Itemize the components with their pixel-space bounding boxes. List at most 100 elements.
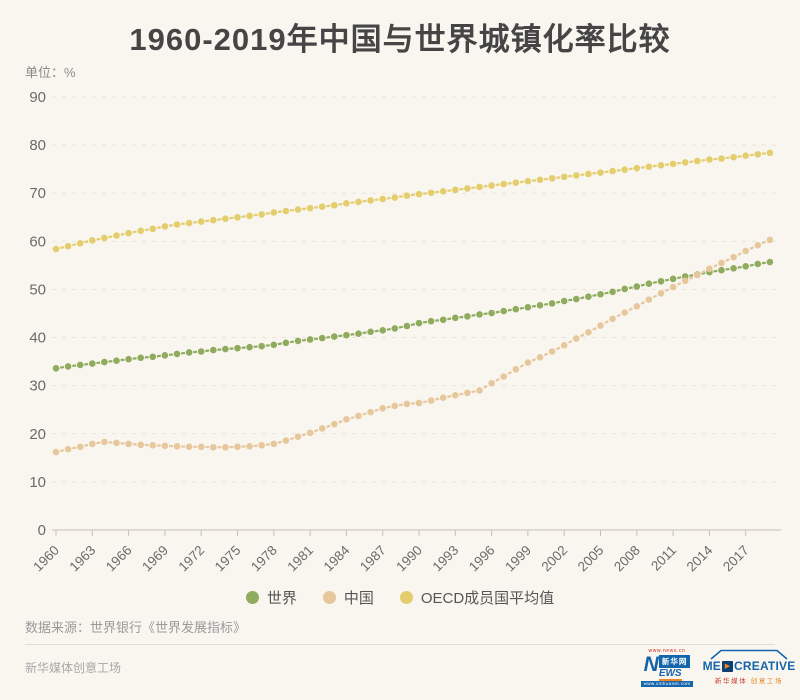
data-point-中国 [439,394,447,401]
data-point-中国 [355,412,362,420]
x-axis-label: 1966 [103,543,135,575]
data-point-世界 [766,258,774,266]
series-dash-世界 [277,342,282,346]
data-point-OECD成员国平均值 [137,227,144,235]
y-axis-label: 70 [29,185,46,202]
data-point-中国 [585,328,592,336]
data-point-中国 [113,439,120,447]
data-point-中国 [173,442,181,450]
data-point-OECD成员国平均值 [294,206,302,213]
series-dash-中国 [447,395,452,398]
data-point-OECD成员国平均值 [766,149,774,157]
series-dash-世界 [362,331,367,335]
data-point-OECD成员国平均值 [694,157,701,165]
data-point-世界 [476,311,483,318]
unit-label: 单位：% [25,65,76,80]
data-point-中国 [742,247,749,255]
data-point-OECD成员国平均值 [609,167,616,175]
data-point-世界 [730,264,737,272]
y-axis-label: 0 [38,522,46,539]
data-point-世界 [149,353,157,361]
data-point-OECD成员国平均值 [258,211,266,218]
legend-label-oecd: OECD成员国平均值 [420,590,555,607]
play-icon: ▶ [722,661,734,673]
data-point-中国 [270,440,278,448]
data-point-世界 [282,339,290,347]
series-dash-中国 [459,392,464,396]
data-point-中国 [415,399,423,407]
series-dash-中国 [725,258,730,262]
data-point-世界 [548,300,556,307]
x-axis-label: 1978 [248,543,280,575]
data-point-世界 [355,330,362,338]
data-point-世界 [52,365,60,372]
data-source-note: 数据来源：世界银行《世界发展指标》 [25,620,247,635]
data-point-世界 [669,275,677,283]
data-point-中国 [379,404,387,412]
data-point-中国 [476,387,483,394]
series-dash-OECD成员国平均值 [338,202,343,206]
x-axis-label: 1996 [466,543,498,575]
data-point-世界 [331,333,338,340]
series-dash-中国 [84,443,89,447]
data-point-OECD成员国平均值 [452,186,459,194]
data-point-世界 [258,342,266,350]
series-dash-世界 [664,278,670,282]
data-point-中国 [210,443,217,451]
series-dash-中国 [701,270,706,274]
series-dash-中国 [374,408,379,412]
data-point-世界 [391,325,399,332]
data-point-世界 [597,290,604,298]
data-point-世界 [609,288,616,296]
x-axis-label: 2017 [720,543,752,575]
data-point-世界 [488,309,495,317]
data-point-OECD成员国平均值 [657,162,665,169]
series-dash-中国 [580,333,585,338]
data-point-世界 [210,346,217,354]
x-axis-label: 1999 [502,543,534,575]
xinhua-name-badge: 新华网 [658,654,691,668]
data-point-OECD成员国平均值 [415,190,423,198]
data-point-中国 [391,402,399,410]
x-axis-label: 1987 [357,543,389,575]
data-point-世界 [270,341,278,349]
data-point-中国 [452,391,459,399]
data-point-OECD成员国平均值 [282,207,290,215]
xinhua-news-logo: www.news.cn N 新华网 EWS www.xinhuanet.com [634,648,700,687]
data-point-OECD成员国平均值 [573,172,580,179]
data-point-中国 [282,437,290,444]
data-point-OECD成员国平均值 [548,175,556,182]
data-point-OECD成员国平均值 [730,153,737,161]
series-dash-世界 [568,298,573,302]
data-point-中国 [524,359,532,366]
series-dash-世界 [60,365,65,369]
medcreative-logo: ME ▶ CREATIVE 新华媒体 创意工场 [703,648,795,686]
data-point-中国 [512,366,520,373]
data-point-世界 [343,331,350,339]
y-axis-label: 50 [29,281,46,298]
legend-item-world: 世界 [245,587,297,608]
x-axis-label: 1993 [430,543,462,575]
data-point-中国 [548,348,556,355]
series-dash-中国 [398,403,403,407]
series-dash-中国 [519,364,525,368]
series-dash-世界 [628,286,633,290]
data-point-OECD成员国平均值 [512,179,520,186]
data-point-世界 [125,355,132,363]
data-point-世界 [536,302,544,309]
med-sub-right: 创意工场 [750,678,784,686]
data-point-中国 [500,373,508,380]
data-point-OECD成员国平均值 [234,213,241,221]
data-point-中国 [197,443,205,451]
series-dash-世界 [713,269,718,273]
series-dash-世界 [289,340,294,344]
data-point-OECD成员国平均值 [76,239,84,247]
data-point-中国 [367,408,374,416]
data-point-世界 [161,352,169,359]
series-dash-OECD成员国平均值 [72,243,77,247]
data-point-中国 [536,353,544,361]
x-axis-label: 1960 [30,543,62,575]
data-point-中国 [560,341,568,349]
y-axis-label: 90 [29,89,46,106]
data-point-OECD成员国平均值 [585,170,592,178]
